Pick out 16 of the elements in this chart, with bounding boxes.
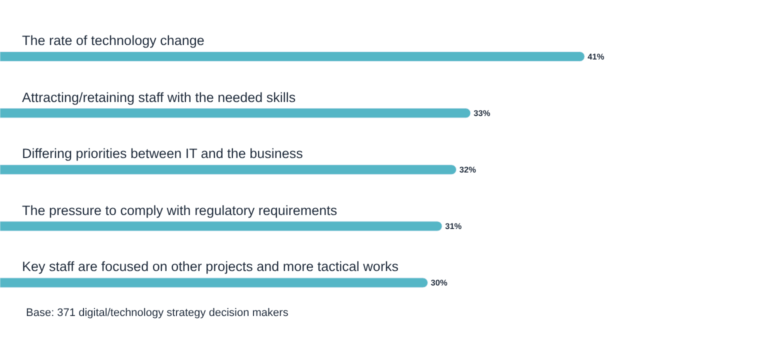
- y-tick-label: The pressure to comply with regulatory requirements: [22, 203, 338, 218]
- annotation: Base: 371 digital/technology strategy decision makers: [26, 307, 289, 319]
- bar: [0, 108, 471, 118]
- data-label: 33%: [474, 108, 491, 118]
- bar: [0, 164, 457, 175]
- bar: [0, 278, 428, 288]
- bar: [0, 221, 442, 232]
- bar: [0, 51, 585, 62]
- data-label: 41%: [588, 51, 605, 62]
- y-tick-label: Key staff are focused on other projects and more tactical works: [22, 259, 399, 274]
- data-label: 30%: [430, 278, 448, 288]
- data-label: 31%: [445, 221, 462, 232]
- data-label: 32%: [459, 164, 477, 175]
- y-tick-label: Attracting/retaining staff with the needed skills: [22, 90, 296, 105]
- y-tick-label: The rate of technology change: [22, 33, 204, 48]
- y-tick-label: Differing priorities between IT and the business: [22, 146, 304, 161]
